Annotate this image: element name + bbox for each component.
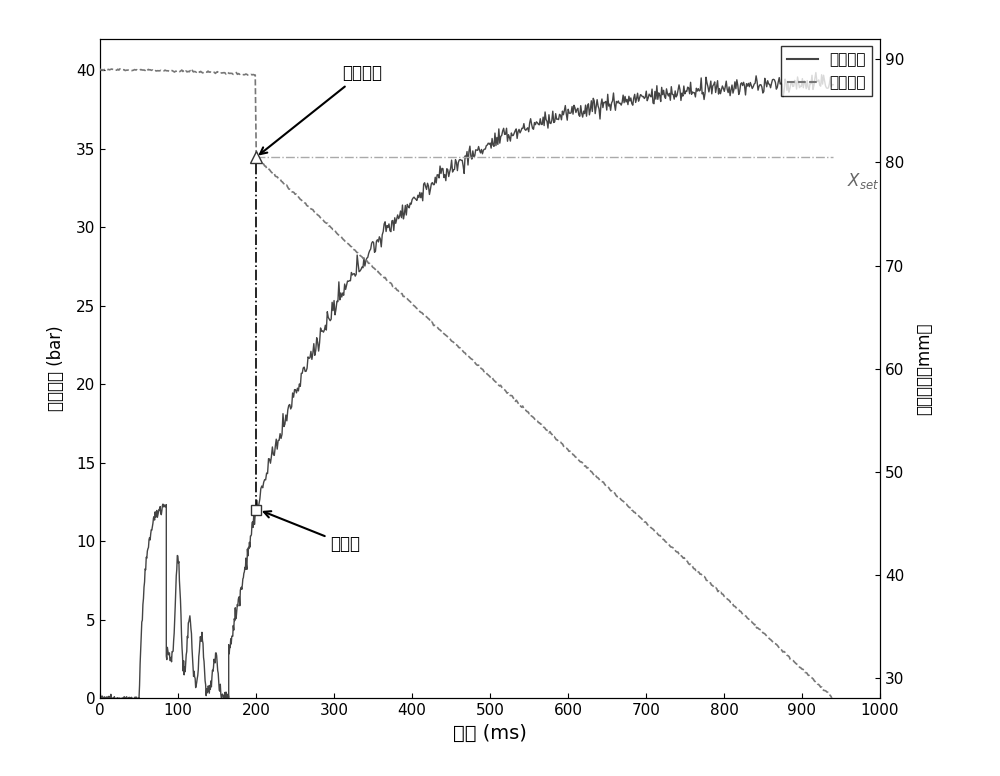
Y-axis label: 螺杆位置（mm）: 螺杆位置（mm）: [915, 322, 933, 415]
Legend: 注射压力, 螺杆位置: 注射压力, 螺杆位置: [781, 47, 872, 96]
X-axis label: 时间 (ms): 时间 (ms): [453, 724, 527, 743]
Text: 开始位置: 开始位置: [260, 64, 382, 154]
Text: 开始点: 开始点: [264, 511, 360, 553]
Y-axis label: 注射压力 (bar): 注射压力 (bar): [47, 326, 65, 411]
Text: $X_{set}$: $X_{set}$: [847, 171, 879, 191]
